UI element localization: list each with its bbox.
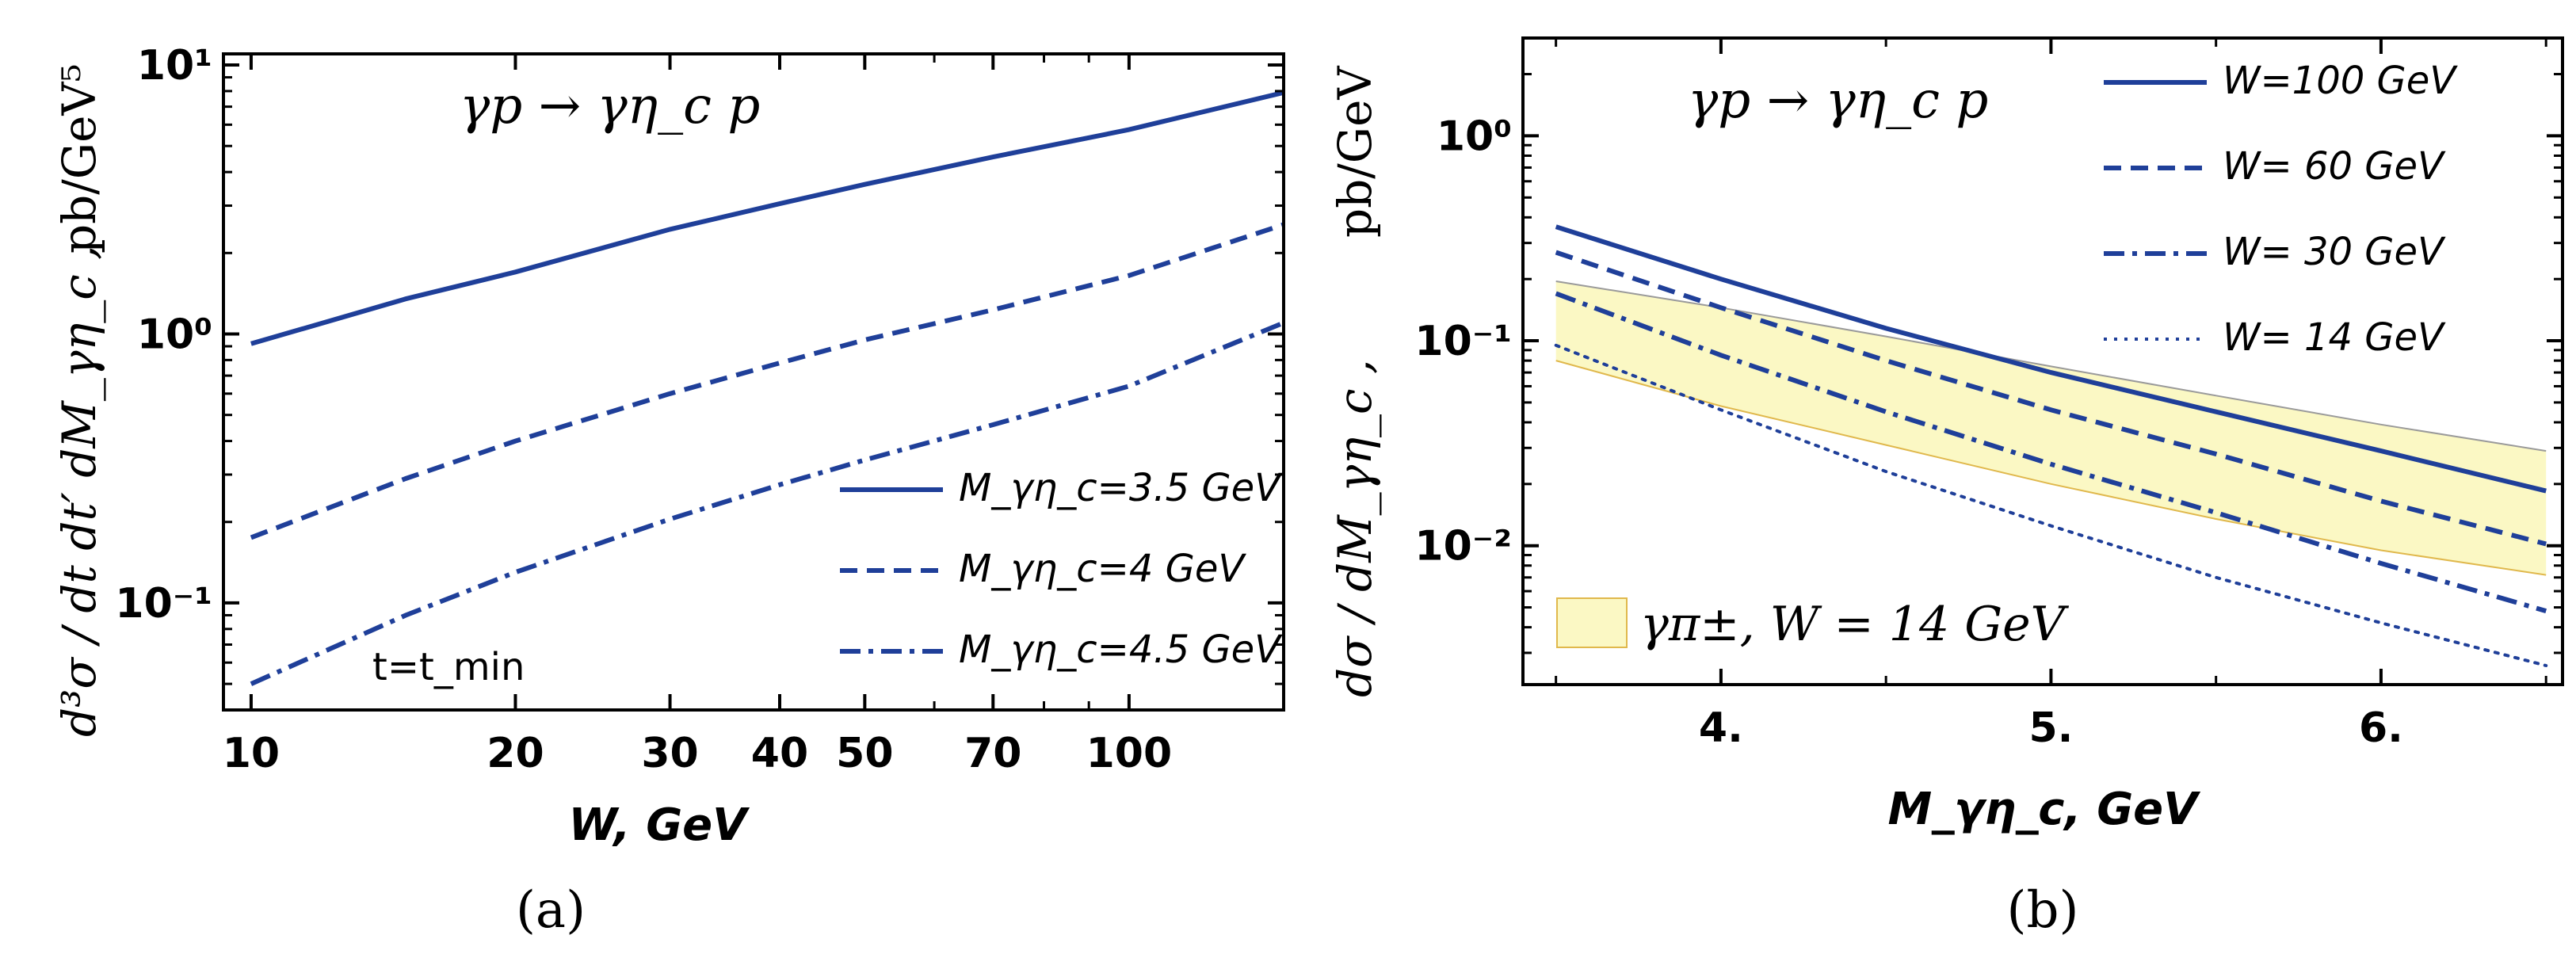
panel-b-tag: (b) bbox=[2007, 881, 2079, 940]
y-tick-label: 10⁻¹ bbox=[1414, 318, 1512, 365]
panel-a-xlabel: W, GeV bbox=[569, 799, 751, 851]
y-tick-label: 10⁻² bbox=[1414, 523, 1512, 570]
series-line-1 bbox=[1555, 224, 2547, 494]
legend-label-3: W= 30 GeV bbox=[2223, 230, 2446, 274]
legend-label-3: M_γη_c=4.5 GeV bbox=[959, 628, 1283, 672]
x-tick-label: 4. bbox=[1699, 704, 1743, 752]
panel-a-frame bbox=[222, 52, 1285, 712]
panel-b-ylabel-units: pb/GeV bbox=[1328, 66, 1382, 238]
panel-b-band-legend-swatch bbox=[1556, 597, 1628, 648]
series-line-2 bbox=[250, 222, 1284, 540]
panel-b-frame bbox=[1521, 36, 2564, 686]
x-tick-label: 30 bbox=[641, 730, 698, 777]
panel-a-process-text: γp → γη_c p bbox=[460, 77, 760, 135]
x-tick-label: 40 bbox=[751, 730, 808, 777]
panel-b-series bbox=[1554, 224, 2548, 667]
y-tick-label: 10⁰ bbox=[1437, 113, 1512, 160]
panel-a-legend: M_γη_c=3.5 GeV M_γη_c=4 GeV M_γη_c=4.5 GeV bbox=[840, 466, 1283, 672]
x-tick-label: 6. bbox=[2359, 704, 2403, 752]
legend-label-1: M_γη_c=3.5 GeV bbox=[959, 466, 1283, 510]
panel-b-process-label: γp → γη_c p bbox=[1688, 71, 1988, 130]
series-line-3 bbox=[250, 320, 1284, 686]
panel-b-band-legend-label: γπ±, W = 14 GeV bbox=[1640, 597, 2070, 652]
y-tick-label: 10⁻¹ bbox=[115, 580, 212, 628]
x-tick-label: 20 bbox=[487, 730, 544, 777]
panel-a-ylabel-units: pb/GeV⁵ bbox=[52, 63, 106, 254]
panel-a-ylabel: d³σ / dt dt′ dM_γη_c , bbox=[52, 245, 106, 737]
panel-a-tag: (a) bbox=[516, 881, 586, 940]
panel-b-ylabel: dσ / dM_γη_c , bbox=[1328, 360, 1382, 697]
panel-a-series bbox=[250, 90, 1284, 686]
x-tick-label: 100 bbox=[1086, 730, 1173, 777]
panel-a: 10⁻¹ 10⁰ 10¹ 10 20 30 40 50 70 100 γp → γη_c p t=… bbox=[52, 42, 1285, 940]
series-line-3 bbox=[1555, 291, 2547, 613]
series-line-4 bbox=[1554, 343, 2548, 667]
x-tick-label: 50 bbox=[836, 730, 893, 777]
band-lower-edge bbox=[1555, 360, 2547, 576]
y-tick-label: 10⁰ bbox=[137, 311, 212, 358]
legend-label-2: M_γη_c=4 GeV bbox=[959, 547, 1246, 591]
series-line-2 bbox=[1555, 250, 2547, 547]
legend-label-2: W= 60 GeV bbox=[2223, 144, 2446, 189]
band-area bbox=[1555, 281, 2547, 575]
panel-b-process-text: γp → γη_c p bbox=[1688, 71, 1988, 130]
y-tick-label: 10¹ bbox=[137, 42, 212, 90]
legend-label-1: W=100 GeV bbox=[2223, 59, 2458, 103]
x-tick-label: 70 bbox=[964, 730, 1021, 777]
panel-a-ticks: 10⁻¹ 10⁰ 10¹ 10 20 30 40 50 70 100 bbox=[115, 42, 1285, 777]
x-tick-label: 10 bbox=[223, 730, 280, 777]
panel-b-legend: W=100 GeV W= 60 GeV W= 30 GeV W= 14 GeV bbox=[2104, 59, 2458, 360]
x-tick-label: 5. bbox=[2028, 704, 2073, 752]
series-line-1 bbox=[250, 90, 1284, 346]
panel-a-annotation: t=t_min bbox=[372, 645, 525, 689]
panel-b-xlabel: M_γη_c, GeV bbox=[1888, 784, 2202, 835]
legend-label-4: W= 14 GeV bbox=[2223, 315, 2446, 360]
panel-a-process-label: γp → γη_c p bbox=[460, 77, 760, 135]
